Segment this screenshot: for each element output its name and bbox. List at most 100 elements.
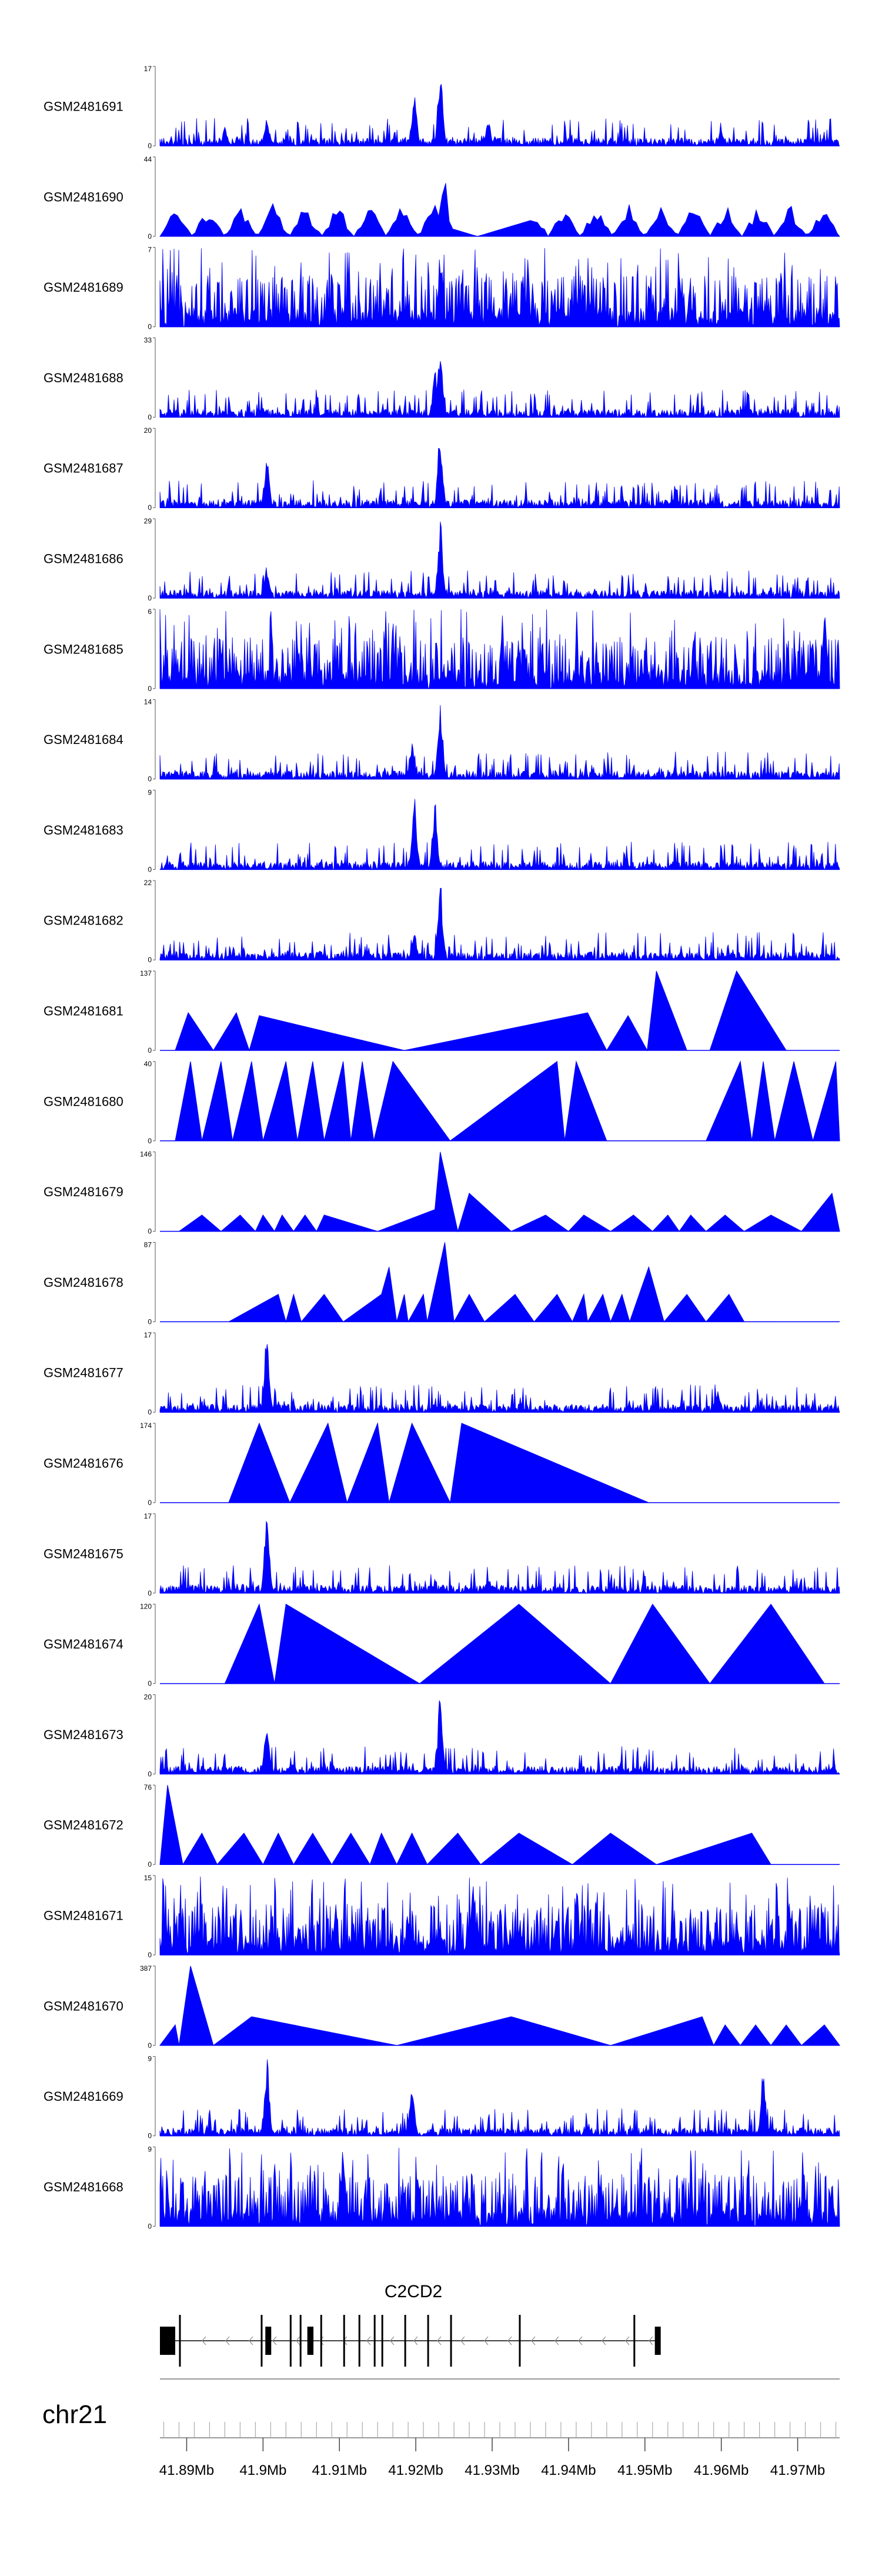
strand-arrow — [649, 2336, 653, 2345]
track-GSM2481669: GSM2481669 9 0 — [44, 2055, 840, 2140]
strand-arrow — [413, 2336, 418, 2345]
track-label: GSM2481687 — [44, 461, 123, 476]
chromosome-label: chr21 — [42, 2400, 107, 2429]
track-GSM2481678: GSM2481678 87 0 — [44, 1240, 840, 1326]
y-min-label: 0 — [148, 2222, 152, 2230]
track-label: GSM2481673 — [44, 1727, 123, 1742]
y-max-label: 14 — [144, 698, 152, 706]
gene-exon — [381, 2315, 383, 2367]
gene-exon — [289, 2315, 292, 2367]
coverage-area — [159, 84, 840, 147]
track-label: GSM2481682 — [44, 913, 123, 928]
strand-arrow — [272, 2336, 277, 2345]
track-GSM2481690: GSM2481690 44 0 — [44, 155, 840, 241]
y-max-label: 87 — [144, 1240, 152, 1249]
gene-label: C2CD2 — [385, 2282, 442, 2301]
track-label: GSM2481674 — [44, 1637, 123, 1651]
y-min-label: 0 — [148, 503, 152, 512]
y-min-label: 0 — [148, 413, 152, 421]
strand-arrow — [366, 2336, 371, 2345]
y-min-label: 0 — [148, 323, 152, 331]
y-max-label: 146 — [140, 1150, 152, 1159]
y-max-label: 15 — [144, 1874, 152, 1882]
gene-exon — [320, 2315, 322, 2367]
strand-arrow — [319, 2336, 324, 2345]
y-min-label: 0 — [148, 1951, 152, 1959]
track-label: GSM2481683 — [44, 823, 123, 837]
y-max-label: 17 — [144, 1512, 152, 1520]
strand-arrow — [531, 2336, 536, 2345]
coverage-area — [159, 1966, 840, 2046]
y-max-label: 44 — [144, 155, 152, 163]
track-GSM2481689: GSM2481689 7 0 — [44, 246, 840, 331]
track-label: GSM2481672 — [44, 1818, 123, 1833]
gene-exon — [373, 2315, 376, 2367]
coverage-area — [228, 1422, 649, 1504]
track-label: GSM2481668 — [44, 2180, 123, 2194]
y-min-label: 0 — [148, 775, 152, 783]
y-max-label: 17 — [144, 1331, 152, 1339]
axis-tick-label: 41.93Mb — [465, 2462, 519, 2478]
axis-tick-label: 41.97Mb — [770, 2462, 825, 2478]
strand-arrow — [507, 2336, 512, 2345]
y-max-label: 9 — [148, 788, 152, 796]
gene-exon — [519, 2315, 521, 2367]
track-label: GSM2481680 — [44, 1094, 123, 1109]
track-GSM2481676: GSM2481676 174 0 — [44, 1422, 840, 1507]
y-min-label: 0 — [148, 685, 152, 693]
y-max-label: 40 — [144, 1060, 152, 1068]
y-max-label: 174 — [140, 1422, 152, 1430]
gene-exon — [307, 2327, 314, 2355]
gene-model-C2CD2: C2CD2 — [160, 2282, 661, 2367]
track-label: GSM2481679 — [44, 1184, 123, 1199]
track-GSM2481675: GSM2481675 17 0 — [44, 1512, 840, 1597]
track-GSM2481683: GSM2481683 9 0 — [44, 788, 840, 873]
y-min-label: 0 — [148, 1770, 152, 1778]
coverage-area — [159, 705, 840, 780]
y-min-label: 0 — [148, 1317, 152, 1326]
track-GSM2481668: GSM2481668 9 0 — [44, 2145, 840, 2230]
track-GSM2481681: GSM2481681 137 0 — [44, 969, 840, 1055]
track-label: GSM2481689 — [44, 280, 123, 295]
y-min-label: 0 — [148, 865, 152, 873]
y-max-label: 33 — [144, 336, 152, 344]
y-max-label: 20 — [144, 1693, 152, 1701]
gene-exon — [450, 2315, 452, 2367]
coverage-area — [159, 183, 840, 237]
axis-tick-label: 41.96Mb — [694, 2462, 749, 2478]
y-min-label: 0 — [148, 2041, 152, 2050]
coverage-area — [159, 1520, 840, 1594]
track-GSM2481670: GSM2481670 387 0 — [44, 1964, 840, 2050]
gene-exon — [265, 2327, 272, 2355]
track-GSM2481686: GSM2481686 29 0 — [44, 517, 840, 602]
track-GSM2481673: GSM2481673 20 0 — [44, 1693, 840, 1778]
y-max-label: 9 — [148, 2145, 152, 2153]
coverage-area — [159, 887, 840, 961]
track-GSM2481674: GSM2481674 120 0 — [44, 1603, 840, 1688]
coverage-tracks: GSM2481691170GSM2481690440GSM248168970GS… — [44, 65, 840, 2230]
axis-tick-label: 41.91Mb — [312, 2462, 367, 2478]
track-label: GSM2481677 — [44, 1366, 123, 1380]
coverage-area — [159, 522, 840, 599]
coverage-area — [159, 1785, 771, 1866]
axis-tick-label: 41.89Mb — [159, 2462, 214, 2478]
y-max-label: 137 — [140, 969, 152, 977]
track-GSM2481671: GSM2481671 15 0 — [44, 1874, 840, 1959]
y-min-label: 0 — [148, 1137, 152, 1145]
strand-arrow — [225, 2336, 230, 2345]
track-GSM2481677: GSM2481677 17 0 — [44, 1331, 840, 1416]
y-max-label: 387 — [140, 1964, 152, 1973]
coverage-area — [178, 1152, 840, 1233]
axis-tick-label: 41.9Mb — [239, 2462, 286, 2478]
coverage-area — [224, 1603, 825, 1684]
strand-arrow — [625, 2336, 630, 2345]
track-GSM2481680: GSM2481680 40 0 — [44, 1060, 840, 1145]
strand-arrow — [484, 2336, 489, 2345]
y-min-label: 0 — [148, 1227, 152, 1236]
gene-exon — [343, 2315, 345, 2367]
coverage-area — [175, 1060, 840, 1142]
coverage-area — [159, 361, 840, 418]
gene-exon — [404, 2315, 406, 2367]
strand-arrow — [296, 2336, 300, 2345]
